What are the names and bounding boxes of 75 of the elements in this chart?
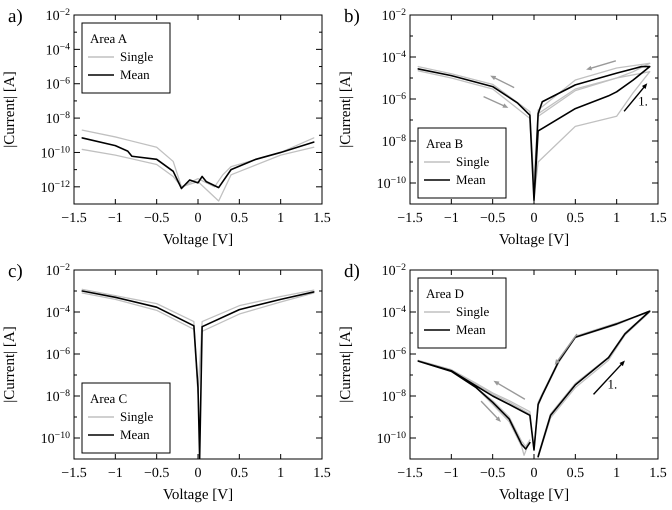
chart-title: d): [344, 261, 360, 282]
x-tick-label: −1.5: [397, 466, 423, 481]
legend-label: Single: [120, 49, 154, 64]
y-tick-label: 10$^{−10}$: [376, 430, 406, 447]
legend-label: Mean: [120, 427, 150, 442]
y-tick-label: 10$^{−6}$: [382, 346, 406, 363]
chart-title: b): [344, 6, 360, 27]
y-axis-title: |Current| [A]: [338, 326, 354, 403]
x-tick-label: −1: [108, 466, 123, 481]
x-tick-label: 1: [613, 466, 620, 481]
x-tick-label: −1: [444, 466, 459, 481]
chart-title: c): [8, 261, 23, 282]
y-axis-title: |Current| [A]: [2, 71, 18, 148]
x-tick-label: −1.5: [61, 466, 87, 481]
y-tick-label: 10$^{−4}$: [46, 40, 70, 58]
y-tick-label: 10$^{−10}$: [40, 144, 70, 162]
legend-label: Mean: [456, 322, 486, 337]
x-axis-title: Voltage [V]: [498, 487, 570, 503]
x-tick-label: −1.5: [61, 211, 87, 226]
x-tick-label: 0.5: [230, 211, 248, 226]
x-tick-label: 1: [277, 211, 284, 226]
legend-title: Area B: [426, 136, 464, 151]
legend-title: Area A: [90, 31, 128, 46]
x-tick-label: 1: [613, 211, 620, 226]
y-tick-label: 10$^{−4}$: [46, 304, 70, 321]
x-axis-title: Voltage [V]: [162, 487, 234, 503]
y-tick-label: 10$^{−4}$: [382, 304, 406, 321]
y-tick-label: 10$^{−10}$: [376, 174, 406, 192]
y-tick-label: 10$^{−8}$: [382, 388, 406, 405]
x-tick-label: −0.5: [480, 211, 506, 226]
legend-label: Mean: [456, 172, 486, 187]
y-tick-label: 10$^{−10}$: [40, 430, 70, 447]
legend-label: Single: [456, 304, 490, 319]
y-axis-title: |Current| [A]: [338, 71, 354, 148]
x-tick-label: 0: [194, 466, 202, 481]
y-tick-label: 10$^{−2}$: [382, 6, 406, 24]
y-tick-label: 10$^{−2}$: [46, 262, 70, 279]
x-tick-label: −1: [444, 211, 459, 226]
x-tick-label: 1.5: [313, 211, 331, 226]
x-tick-label: −0.5: [480, 466, 506, 481]
x-tick-label: −0.5: [144, 466, 170, 481]
legend-title: Area C: [90, 391, 128, 406]
y-tick-label: 10$^{−6}$: [46, 346, 70, 363]
x-axis-title: Voltage [V]: [498, 232, 570, 248]
y-tick-label: 10$^{−4}$: [382, 48, 406, 66]
x-tick-label: 1.5: [313, 466, 331, 481]
legend-label: Mean: [120, 67, 150, 82]
annotation: 1.: [638, 93, 648, 108]
legend-title: Area D: [426, 286, 464, 301]
y-tick-label: 10$^{−8}$: [382, 132, 406, 150]
y-tick-label: 10$^{−6}$: [46, 75, 70, 93]
chart-title: a): [8, 6, 23, 27]
x-tick-label: 0.5: [566, 211, 584, 226]
x-tick-label: −1.5: [397, 211, 423, 226]
y-tick-label: 10$^{−6}$: [382, 90, 406, 108]
y-axis-title: |Current| [A]: [2, 326, 18, 403]
y-tick-label: 10$^{−2}$: [382, 262, 406, 279]
x-tick-label: 0: [194, 211, 202, 226]
x-tick-label: 0.5: [566, 466, 584, 481]
x-tick-label: 1: [277, 466, 284, 481]
x-tick-label: −0.5: [144, 211, 170, 226]
x-tick-label: 1.5: [649, 466, 667, 481]
x-tick-label: 0: [530, 211, 538, 226]
x-tick-label: −1: [108, 211, 123, 226]
annotation: 1.: [608, 376, 618, 392]
x-tick-label: 0: [530, 466, 538, 481]
x-tick-label: 0.5: [230, 466, 248, 481]
legend-label: Single: [120, 409, 154, 424]
x-axis-title: Voltage [V]: [162, 232, 234, 248]
y-tick-label: 10$^{−8}$: [46, 110, 70, 128]
legend-label: Single: [456, 154, 490, 169]
y-tick-label: 10$^{−8}$: [46, 388, 70, 405]
y-tick-label: 10$^{−12}$: [40, 178, 70, 196]
y-tick-label: 10$^{−2}$: [46, 6, 70, 24]
x-tick-label: 1.5: [649, 211, 667, 226]
